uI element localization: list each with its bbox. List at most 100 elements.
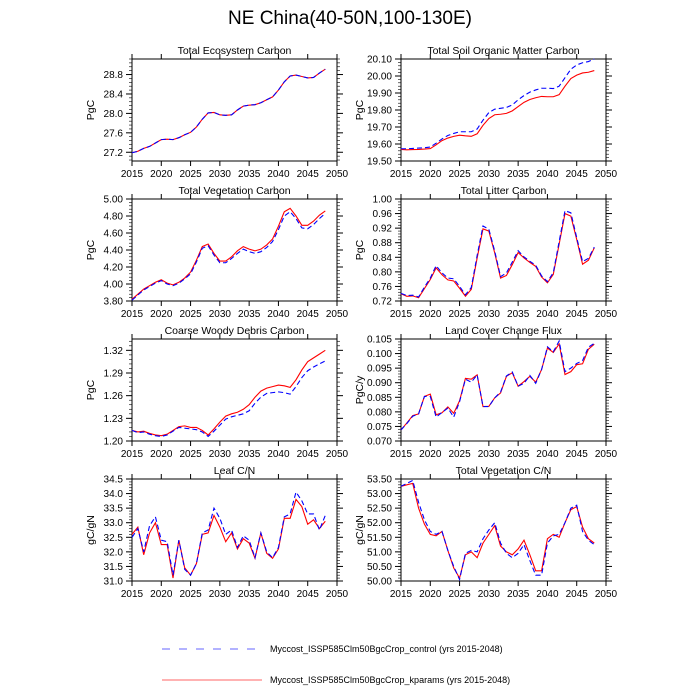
plot-frame <box>131 478 338 582</box>
plot-frame <box>131 198 338 302</box>
panel-coarse-woody-debris-carbon: Coarse Woody Debris Carbon PgC 2015 2020 202… <box>85 325 349 460</box>
x-tick-label: 2035 <box>238 309 261 320</box>
y-axis-label: gC/gN <box>85 515 97 545</box>
panels: Total Ecosystem Carbon PgC 2015 2020 2025 203… <box>85 45 618 600</box>
x-tick-label: 2040 <box>536 589 559 600</box>
y-tick-label: 50.00 <box>367 577 392 588</box>
x-tick-label: 2035 <box>507 309 530 320</box>
series-line-kparams <box>131 68 326 154</box>
plot-frame <box>400 58 607 162</box>
x-tick-label: 2050 <box>595 169 618 180</box>
y-tick-label: 28.8 <box>104 70 124 81</box>
x-tick-label: 2020 <box>150 449 173 460</box>
y-tick-label: 4.40 <box>104 246 124 257</box>
x-tick-label: 2015 <box>121 589 144 600</box>
y-tick-label: 31.0 <box>104 577 124 588</box>
x-tick-label: 2045 <box>566 449 589 460</box>
y-axis-label: PgC <box>354 239 366 260</box>
panel-total-vegetation-c-n: Total Vegetation C/N gC/gN 2015 2020 2025 203… <box>354 465 618 600</box>
y-tick-label: 31.5 <box>104 562 124 573</box>
x-tick-label: 2025 <box>448 169 471 180</box>
series-line-kparams <box>400 70 595 151</box>
x-tick-label: 2030 <box>209 449 232 460</box>
x-tick-label: 2050 <box>326 309 349 320</box>
y-axis-label: PgC/y <box>354 375 366 404</box>
x-tick-label: 2040 <box>267 589 290 600</box>
panel-leaf-c-n: Leaf C/N gC/gN 2015 2020 2025 2030 2035 2040 204… <box>85 465 349 600</box>
y-tick-label: 1.32 <box>104 346 124 357</box>
x-tick-label: 2050 <box>326 169 349 180</box>
y-tick-label: 20.00 <box>367 72 392 83</box>
x-tick-label: 2015 <box>121 309 144 320</box>
y-tick-label: 0.105 <box>367 335 392 346</box>
x-tick-label: 2025 <box>448 449 471 460</box>
panel-total-ecosystem-carbon: Total Ecosystem Carbon PgC 2015 2020 2025 203… <box>85 45 349 180</box>
x-tick-label: 2035 <box>238 589 261 600</box>
x-tick-label: 2045 <box>297 449 320 460</box>
x-tick-label: 2040 <box>267 449 290 460</box>
y-tick-label: 20.10 <box>367 55 392 66</box>
panel-title: Leaf C/N <box>214 465 255 477</box>
x-tick-label: 2045 <box>297 169 320 180</box>
x-tick-label: 2045 <box>566 169 589 180</box>
x-tick-label: 2025 <box>448 309 471 320</box>
series-line-kparams <box>131 207 326 300</box>
legend-label-control: Myccost_ISSP585Clm50BgcCrop_control (yrs… <box>270 644 503 654</box>
x-tick-label: 2040 <box>267 169 290 180</box>
x-tick-label: 2035 <box>507 589 530 600</box>
series-line-kparams <box>400 212 595 299</box>
x-tick-label: 2020 <box>419 589 442 600</box>
plot-frame <box>400 198 607 302</box>
y-tick-label: 32.0 <box>104 547 124 558</box>
plot-frame <box>400 478 607 582</box>
y-tick-label: 0.100 <box>367 349 392 360</box>
y-tick-label: 1.29 <box>104 369 124 380</box>
x-tick-label: 2025 <box>448 589 471 600</box>
x-tick-label: 2020 <box>150 309 173 320</box>
series-line-control <box>131 211 326 301</box>
x-tick-label: 2015 <box>390 449 413 460</box>
x-tick-label: 2020 <box>419 449 442 460</box>
x-tick-label: 2015 <box>390 589 413 600</box>
x-tick-label: 2025 <box>179 309 202 320</box>
y-tick-label: 3.80 <box>104 297 124 308</box>
panel-total-litter-carbon: Total Litter Carbon PgC 2015 2020 2025 2030 20… <box>354 185 618 320</box>
y-tick-label: 0.095 <box>367 364 392 375</box>
x-tick-label: 2030 <box>209 309 232 320</box>
series-line-control <box>400 479 595 582</box>
y-tick-label: 32.5 <box>104 533 124 544</box>
y-tick-label: 0.080 <box>367 407 392 418</box>
x-tick-label: 2045 <box>297 309 320 320</box>
series-line-control <box>131 490 326 577</box>
y-tick-label: 1.26 <box>104 391 124 402</box>
x-tick-label: 2030 <box>478 169 501 180</box>
y-tick-label: 0.76 <box>373 282 393 293</box>
series-line-control <box>131 360 326 438</box>
x-tick-label: 2040 <box>536 449 559 460</box>
x-tick-label: 2050 <box>595 449 618 460</box>
x-tick-label: 2025 <box>179 169 202 180</box>
x-tick-label: 2035 <box>238 449 261 460</box>
figure-title: NE China(40-50N,100-130E) <box>228 8 472 29</box>
y-tick-label: 4.20 <box>104 263 124 274</box>
y-tick-label: 1.23 <box>104 414 124 425</box>
y-tick-label: 1.00 <box>373 195 393 206</box>
y-tick-label: 51.00 <box>367 547 392 558</box>
x-tick-label: 2045 <box>566 589 589 600</box>
series-line-control <box>401 58 595 150</box>
legend: Myccost_ISSP585Clm50BgcCrop_control (yrs… <box>162 644 510 685</box>
y-tick-label: 19.60 <box>367 140 392 151</box>
x-tick-label: 2040 <box>536 309 559 320</box>
y-tick-label: 34.0 <box>104 489 124 500</box>
series-line-kparams <box>131 349 326 437</box>
y-tick-label: 19.80 <box>367 106 392 117</box>
series-line-kparams <box>400 482 595 580</box>
y-tick-label: 52.00 <box>367 518 392 529</box>
panel-title: Land Cover Change Flux <box>445 325 562 337</box>
x-tick-label: 2035 <box>238 169 261 180</box>
x-tick-label: 2040 <box>536 169 559 180</box>
x-tick-label: 2020 <box>150 589 173 600</box>
panel-title: Total Soil Organic Matter Carbon <box>427 45 579 57</box>
y-tick-label: 4.80 <box>104 212 124 223</box>
